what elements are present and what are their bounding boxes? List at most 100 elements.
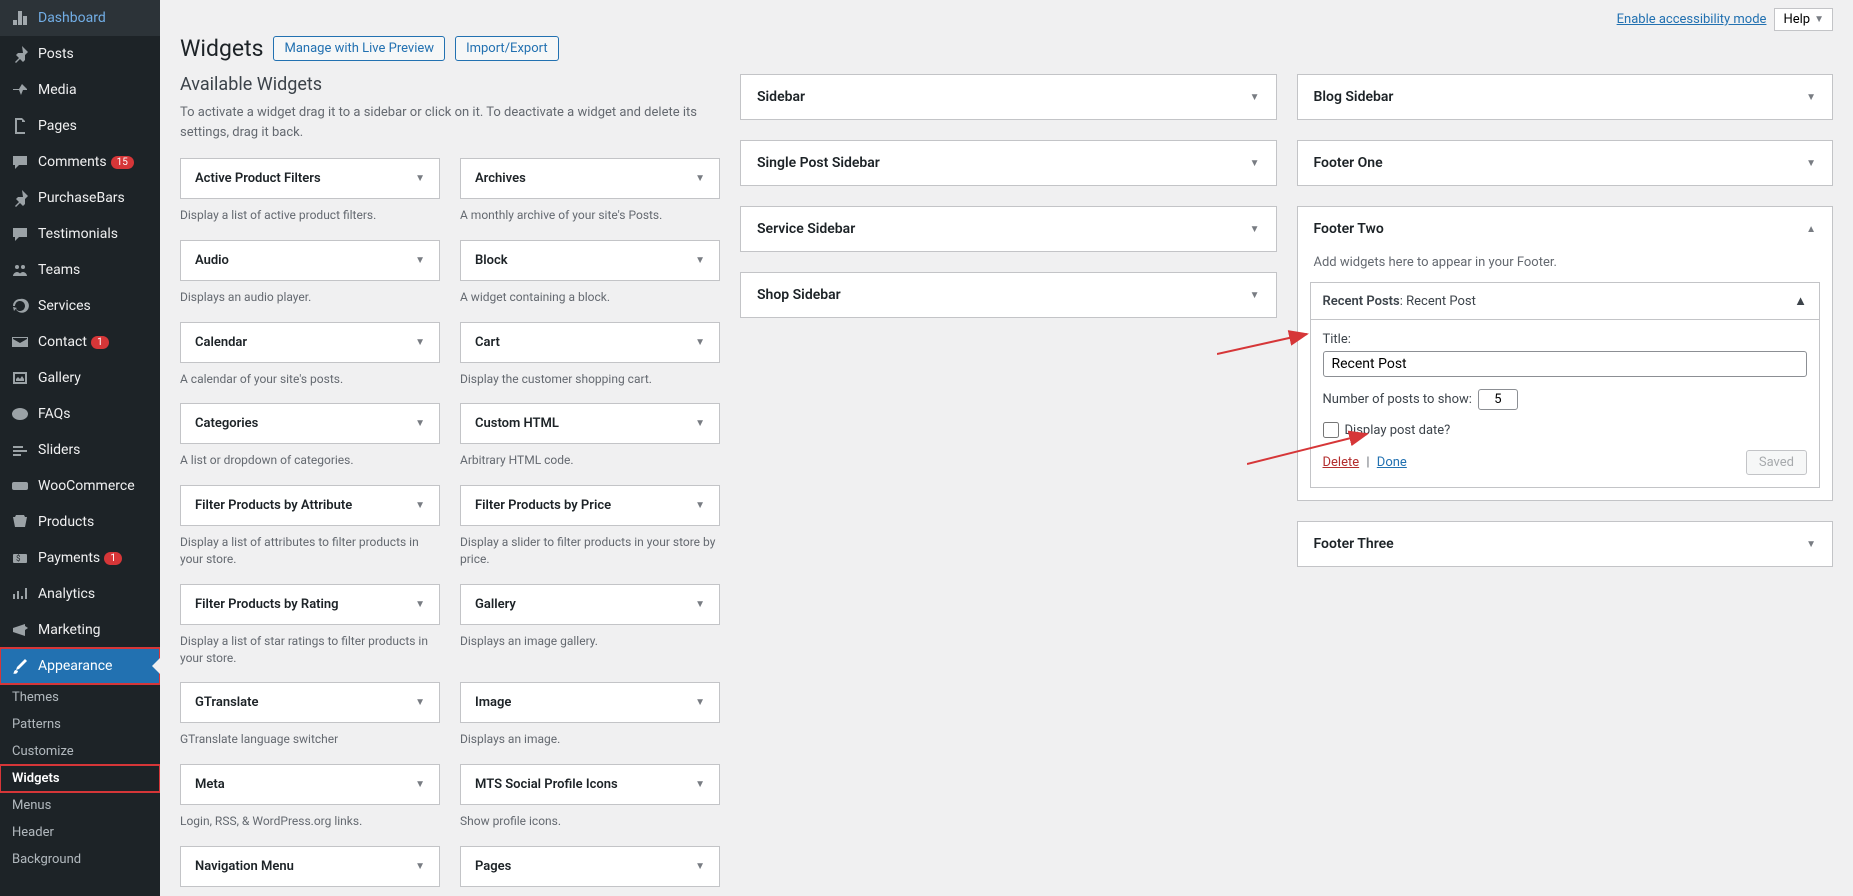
widget-box[interactable]: Filter Products by Price▼ (460, 485, 720, 526)
menu-item-purchasebars[interactable]: PurchaseBars (0, 180, 160, 216)
menu-item-sliders[interactable]: Sliders (0, 432, 160, 468)
sidebar-area-header[interactable]: Blog Sidebar▼ (1298, 75, 1833, 119)
menu-item-pages[interactable]: Pages (0, 108, 160, 144)
menu-label: Testimonials (38, 226, 118, 242)
sidebar-area: Service Sidebar▼ (740, 206, 1277, 252)
footer-three-header[interactable]: Footer Three ▼ (1298, 522, 1833, 566)
chevron-down-icon: ▼ (1250, 158, 1260, 169)
menu-item-contact[interactable]: Contact1 (0, 324, 160, 360)
submenu-item-menus[interactable]: Menus (0, 792, 160, 819)
delete-link[interactable]: Delete (1323, 455, 1360, 470)
help-button[interactable]: Help ▼ (1774, 8, 1833, 31)
footer-three-area: Footer Three ▼ (1297, 521, 1834, 567)
menu-item-payments[interactable]: $Payments1 (0, 540, 160, 576)
sidebar-area: Single Post Sidebar▼ (740, 140, 1277, 186)
available-widget: Audio▼Displays an audio player. (180, 240, 440, 306)
menu-item-teams[interactable]: Teams (0, 252, 160, 288)
widget-name: MTS Social Profile Icons (475, 777, 618, 792)
chevron-down-icon: ▼ (415, 779, 425, 790)
recent-posts-widget-header[interactable]: Recent Posts: Recent Post ▲ (1311, 283, 1820, 319)
submenu-item-background[interactable]: Background (0, 846, 160, 873)
svg-text:$: $ (16, 554, 21, 563)
done-link[interactable]: Done (1377, 455, 1407, 470)
available-widget: Filter Products by Rating▼Display a list… (180, 584, 440, 667)
page-icon (10, 116, 30, 136)
accessibility-mode-link[interactable]: Enable accessibility mode (1617, 12, 1767, 27)
menu-label: Payments (38, 550, 100, 566)
widget-box[interactable]: Pages▼ (460, 846, 720, 887)
sidebar-area-header[interactable]: Single Post Sidebar▼ (741, 141, 1276, 185)
submenu-item-widgets[interactable]: Widgets (0, 765, 160, 792)
widget-box[interactable]: MTS Social Profile Icons▼ (460, 764, 720, 805)
menu-item-faqs[interactable]: FAQs (0, 396, 160, 432)
widget-box[interactable]: Block▼ (460, 240, 720, 281)
menu-item-analytics[interactable]: Analytics (0, 576, 160, 612)
count-input[interactable] (1478, 389, 1518, 410)
footer-two-header[interactable]: Footer Two ▲ (1298, 207, 1833, 251)
available-widget: Pages▼ (460, 846, 720, 887)
menu-item-appearance[interactable]: Appearance (0, 648, 160, 684)
widget-box[interactable]: Cart▼ (460, 322, 720, 363)
media-icon (10, 80, 30, 100)
widget-box[interactable]: Custom HTML▼ (460, 403, 720, 444)
widget-box[interactable]: Archives▼ (460, 158, 720, 199)
menu-label: Media (38, 82, 77, 98)
menu-item-products[interactable]: Products (0, 504, 160, 540)
widget-box[interactable]: Calendar▼ (180, 322, 440, 363)
dashboard-icon (10, 8, 30, 28)
widget-desc: GTranslate language switcher (180, 731, 440, 748)
chevron-up-icon: ▲ (1794, 293, 1807, 309)
display-date-checkbox[interactable] (1323, 422, 1339, 438)
widget-desc: A calendar of your site's posts. (180, 371, 440, 388)
gallery-icon (10, 368, 30, 388)
menu-item-comments[interactable]: Comments15 (0, 144, 160, 180)
widget-name: Custom HTML (475, 416, 559, 431)
widget-box[interactable]: Active Product Filters▼ (180, 158, 440, 199)
available-widget: Archives▼A monthly archive of your site'… (460, 158, 720, 224)
menu-item-dashboard[interactable]: Dashboard (0, 0, 160, 36)
widget-box[interactable]: Meta ▼ (180, 764, 440, 805)
admin-sidebar: Dashboard Posts Media PagesComments15 Purcha… (0, 0, 160, 896)
menu-item-woocommerce[interactable]: WooCommerce (0, 468, 160, 504)
menu-item-gallery[interactable]: Gallery (0, 360, 160, 396)
available-widget: Image▼Displays an image. (460, 682, 720, 748)
sidebar-area-title: Sidebar (757, 89, 805, 105)
available-widget: Active Product Filters▼Display a list of… (180, 158, 440, 224)
sidebar-area-header[interactable]: Shop Sidebar▼ (741, 273, 1276, 317)
menu-label: PurchaseBars (38, 190, 125, 206)
menu-label: Posts (38, 46, 74, 62)
display-date-label: Display post date? (1345, 423, 1451, 438)
menu-item-testimonials[interactable]: Testimonials (0, 216, 160, 252)
widget-box[interactable]: GTranslate▼ (180, 682, 440, 723)
menu-item-services[interactable]: Services (0, 288, 160, 324)
widget-name: Meta (195, 777, 225, 792)
sidebar-area-header[interactable]: Service Sidebar▼ (741, 207, 1276, 251)
sidebar-area-title: Footer One (1314, 155, 1383, 171)
widget-box[interactable]: Filter Products by Attribute▼ (180, 485, 440, 526)
refresh-icon (10, 296, 30, 316)
chevron-up-icon: ▲ (1806, 224, 1816, 235)
submenu-item-themes[interactable]: Themes (0, 684, 160, 711)
widget-box[interactable]: Filter Products by Rating▼ (180, 584, 440, 625)
menu-label: Comments (38, 154, 107, 170)
sidebar-area-header[interactable]: Footer One▼ (1298, 141, 1833, 185)
submenu-item-customize[interactable]: Customize (0, 738, 160, 765)
widget-name: Gallery (475, 597, 516, 612)
widget-box[interactable]: Audio▼ (180, 240, 440, 281)
widget-box[interactable]: Categories▼ (180, 403, 440, 444)
widget-box[interactable]: Gallery ▼ (460, 584, 720, 625)
menu-item-marketing[interactable]: Marketing (0, 612, 160, 648)
sidebar-area-header[interactable]: Sidebar▼ (741, 75, 1276, 119)
title-input[interactable] (1323, 351, 1808, 377)
widget-name: Filter Products by Rating (195, 597, 339, 612)
widget-box[interactable]: Navigation Menu▼ (180, 846, 440, 887)
live-preview-button[interactable]: Manage with Live Preview (273, 36, 445, 61)
submenu-item-header[interactable]: Header (0, 819, 160, 846)
menu-item-media[interactable]: Media (0, 72, 160, 108)
menu-item-posts[interactable]: Posts (0, 36, 160, 72)
chevron-down-icon: ▼ (695, 599, 705, 610)
import-export-button[interactable]: Import/Export (455, 36, 559, 61)
widget-box[interactable]: Image▼ (460, 682, 720, 723)
chevron-down-icon: ▼ (415, 697, 425, 708)
submenu-item-patterns[interactable]: Patterns (0, 711, 160, 738)
